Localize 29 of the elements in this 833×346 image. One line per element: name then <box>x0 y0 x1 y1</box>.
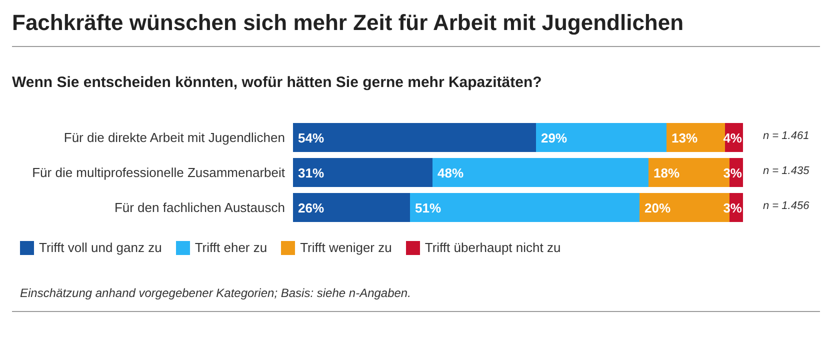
y-tick-label: Für den fachlichen Austausch <box>114 200 285 216</box>
bar <box>432 158 648 187</box>
legend-label: Trifft weniger zu <box>300 240 392 255</box>
data-label: 48% <box>438 166 464 180</box>
bar <box>293 193 410 222</box>
data-label: 54% <box>298 130 324 146</box>
bar <box>293 123 536 152</box>
legend-label: Trifft eher zu <box>194 240 268 255</box>
legend-label: Trifft überhaupt nicht zu <box>424 240 561 255</box>
bar <box>666 123 725 152</box>
bar <box>536 123 666 152</box>
text: n = 1.461 <box>763 130 810 142</box>
data-label: 31% <box>298 166 324 180</box>
data-label: 13% <box>672 130 698 146</box>
bar <box>410 193 640 222</box>
chart-title: Fachkräfte wünschen sich mehr Zeit für Arbeit mit Jugendlichen <box>12 10 684 36</box>
text: n = 1.456 <box>763 200 810 212</box>
chart-subtitle: Wenn Sie entscheiden könnten, wofür hätten Sie gerne mehr Kapazitäten? <box>12 74 542 91</box>
text: Einschätzung anhand vorgegebener Kategorien; Basis: siehe n-Angaben. <box>20 286 411 300</box>
text: n = 1.435 <box>763 164 810 176</box>
data-label: 51% <box>415 200 442 216</box>
data-label: 20% <box>644 200 671 216</box>
data-label: 26% <box>298 200 324 216</box>
y-tick-label: Für die multiprofessionelle Zusammenarbeit <box>32 165 286 180</box>
data-label: 29% <box>541 130 568 146</box>
legend-label: Trifft voll und ganz zu <box>39 240 162 255</box>
bar <box>293 158 432 187</box>
data-label: 18% <box>654 166 680 180</box>
y-tick-label: Für die direkte Arbeit mit Jugendlichen <box>64 130 285 146</box>
